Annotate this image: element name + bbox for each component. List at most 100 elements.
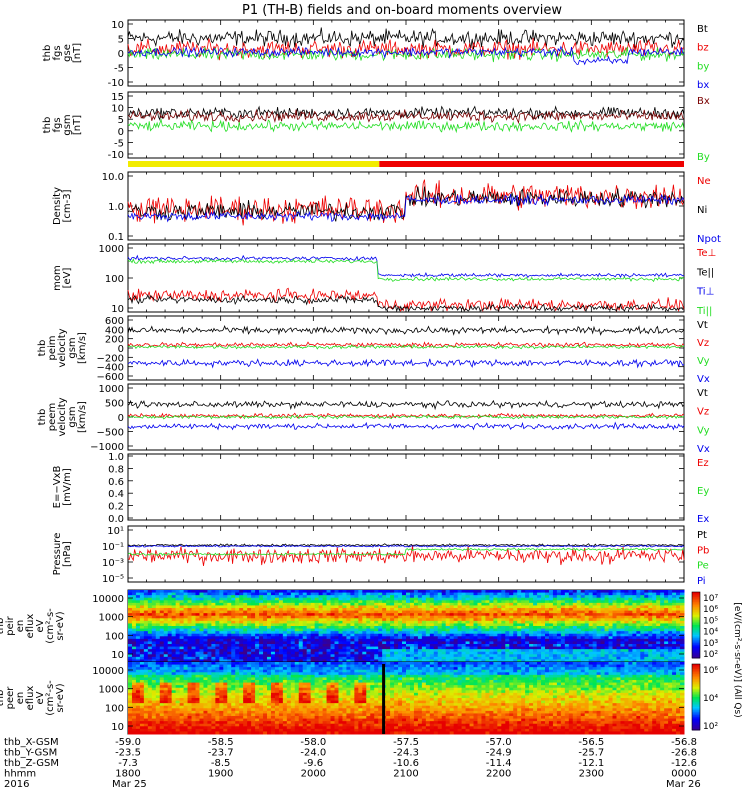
peem-legend-0: Vt <box>697 388 708 399</box>
density-legend-2: Npot <box>697 234 721 245</box>
density-legend-0: Ne <box>697 176 711 187</box>
ylabel-line: [mV/m] <box>62 468 73 506</box>
xaxis-tick-label: 1900 <box>208 769 233 780</box>
xaxis-tick-label: -10.6 <box>393 758 419 769</box>
peer-ytick: 1000 <box>99 685 124 696</box>
temp-ytick: 10 <box>111 304 124 315</box>
peer-ytick: 100 <box>105 703 124 714</box>
ylabel-line: thb <box>42 45 53 62</box>
peim-series-0 <box>127 325 685 336</box>
xaxis-tick-label: -11.4 <box>486 758 512 769</box>
peer-ytick: 10 <box>111 722 124 733</box>
peir-ytick: 10 <box>111 650 124 661</box>
fgs-legend-2: by <box>697 61 709 72</box>
ylabel-line: eflux <box>25 686 36 711</box>
fgs-ytick: -5 <box>114 64 124 75</box>
density-ytick: 1.0 <box>108 202 124 213</box>
fgs-frame <box>127 19 685 87</box>
ylabel-line: gsm <box>67 337 78 358</box>
ylabel-line: velocity <box>57 328 68 367</box>
pressure-series-0 <box>127 543 685 548</box>
efield-ytick: 0.2 <box>108 502 124 513</box>
xaxis-tick-label: 0000 <box>671 769 696 780</box>
peir-cbar-tick: 10⁵ <box>703 616 718 626</box>
temp-legend-1: Te|| <box>696 267 714 278</box>
efield-ylabel: E=−VxB [mV/m] <box>52 466 73 509</box>
peim-series-1 <box>127 341 685 349</box>
ylabel-line: gsm <box>62 114 73 135</box>
peem-ytick: −1000 <box>90 442 124 453</box>
fgs_gsm-ytick: -5 <box>114 138 124 149</box>
density-ytick: 0.1 <box>108 232 124 243</box>
xaxis-tick-label: -57.5 <box>393 737 419 748</box>
ylabel-line: [km/s] <box>77 401 88 433</box>
pressure-legend-2: Pe <box>697 561 709 572</box>
density-series-2 <box>127 193 685 223</box>
pressure-ytick: 10⁻¹ <box>102 542 124 553</box>
peim-legend-0: Vt <box>697 320 708 331</box>
xaxis-tick-label: -59.0 <box>115 737 141 748</box>
fgs_gsm-ytick: 5 <box>118 115 124 126</box>
xaxis-tick-label: -56.8 <box>671 737 697 748</box>
efield-ytick: 0.0 <box>108 514 124 525</box>
peim-ytick: −400 <box>97 363 124 374</box>
xaxis-tick-label: 2000 <box>301 769 326 780</box>
xaxis-tick-label: 2300 <box>579 769 604 780</box>
peim-ytick: 400 <box>105 325 124 336</box>
ylabel-line: en <box>15 620 26 633</box>
efield-ytick: 0.6 <box>108 477 124 488</box>
peer-ylabel: thb peer en eflux eV (cm²-s-sr-eV) <box>0 680 66 716</box>
peir-cbar-tick: 10⁶ <box>703 605 718 615</box>
fgs_gsm-ytick: 0 <box>118 127 124 138</box>
temp-ytick: 100 <box>105 274 124 285</box>
efield-ytick: 0.4 <box>108 489 124 500</box>
fgs-legend-0: Bt <box>697 24 708 35</box>
xaxis-tick-label: -24.9 <box>486 748 512 759</box>
xaxis-tick-label: -56.5 <box>578 737 604 748</box>
efield-frame <box>127 453 685 521</box>
peir-ytick: 10000 <box>92 594 124 605</box>
peir-cbar-tick: 10² <box>703 650 718 660</box>
peim-ytick: 600 <box>105 316 124 327</box>
xaxis-tick-label: -26.8 <box>671 748 697 759</box>
peer-ytick: 10000 <box>92 666 124 677</box>
mode-bar-segment <box>379 161 684 167</box>
xaxis-tick-label: 2200 <box>486 769 511 780</box>
xaxis-tick-label: -7.3 <box>118 758 138 769</box>
peem-legend-3: Vx <box>697 444 710 455</box>
density-ytick: 10.0 <box>102 172 124 183</box>
peir-cbar-tick: 10³ <box>703 639 718 649</box>
fgs_gsm-ylabel: thb fgs gsm [nT] <box>42 114 83 135</box>
colorbar-label: [eV/(cm²-s·sr-eV)] (All Qs) <box>732 602 742 717</box>
peir-ytick: 100 <box>105 631 124 642</box>
ylabel-line: [nPa] <box>62 541 73 567</box>
ylabel-line: en <box>15 692 26 705</box>
pressure-series-2 <box>127 547 685 556</box>
ylabel-line: gse <box>62 44 73 62</box>
density-series-0 <box>127 179 685 226</box>
efield-legend-0: Ez <box>697 458 709 469</box>
xaxis-tick-label: -24.3 <box>393 748 419 759</box>
ylabel-line: peer <box>5 686 16 710</box>
fgs-series-1 <box>127 37 685 61</box>
xaxis-tick-label: -9.6 <box>304 758 324 769</box>
xaxis-tick-label: -23.5 <box>115 748 141 759</box>
temp-ylabel: mom [eV] <box>52 265 73 291</box>
xaxis-tick-label: -58.5 <box>208 737 234 748</box>
fgs-legend-1: bz <box>697 43 709 54</box>
temp-series-1 <box>127 294 685 313</box>
peir-colorbar <box>691 591 701 659</box>
ylabel-line: thb <box>37 409 48 426</box>
peem-ytick: 1000 <box>99 384 124 395</box>
ylabel-line: [nT] <box>72 115 83 135</box>
peir-ylabel: thb peir en eflux eV (cm²-s-sr-eV) <box>0 608 66 644</box>
density-series-1 <box>127 186 685 222</box>
efield-ytick: 1.0 <box>108 452 124 463</box>
ylabel-line: gsm <box>67 406 78 427</box>
fgs_gsm-legend-0: Bx <box>697 96 710 107</box>
temp-legend-0: Te⊥ <box>696 248 716 259</box>
ylabel-line: velocity <box>57 397 68 436</box>
peem-ytick: 500 <box>105 399 124 410</box>
pressure-ylabel: Pressure [nPa] <box>52 533 73 576</box>
pressure-legend-0: Pt <box>697 530 707 541</box>
